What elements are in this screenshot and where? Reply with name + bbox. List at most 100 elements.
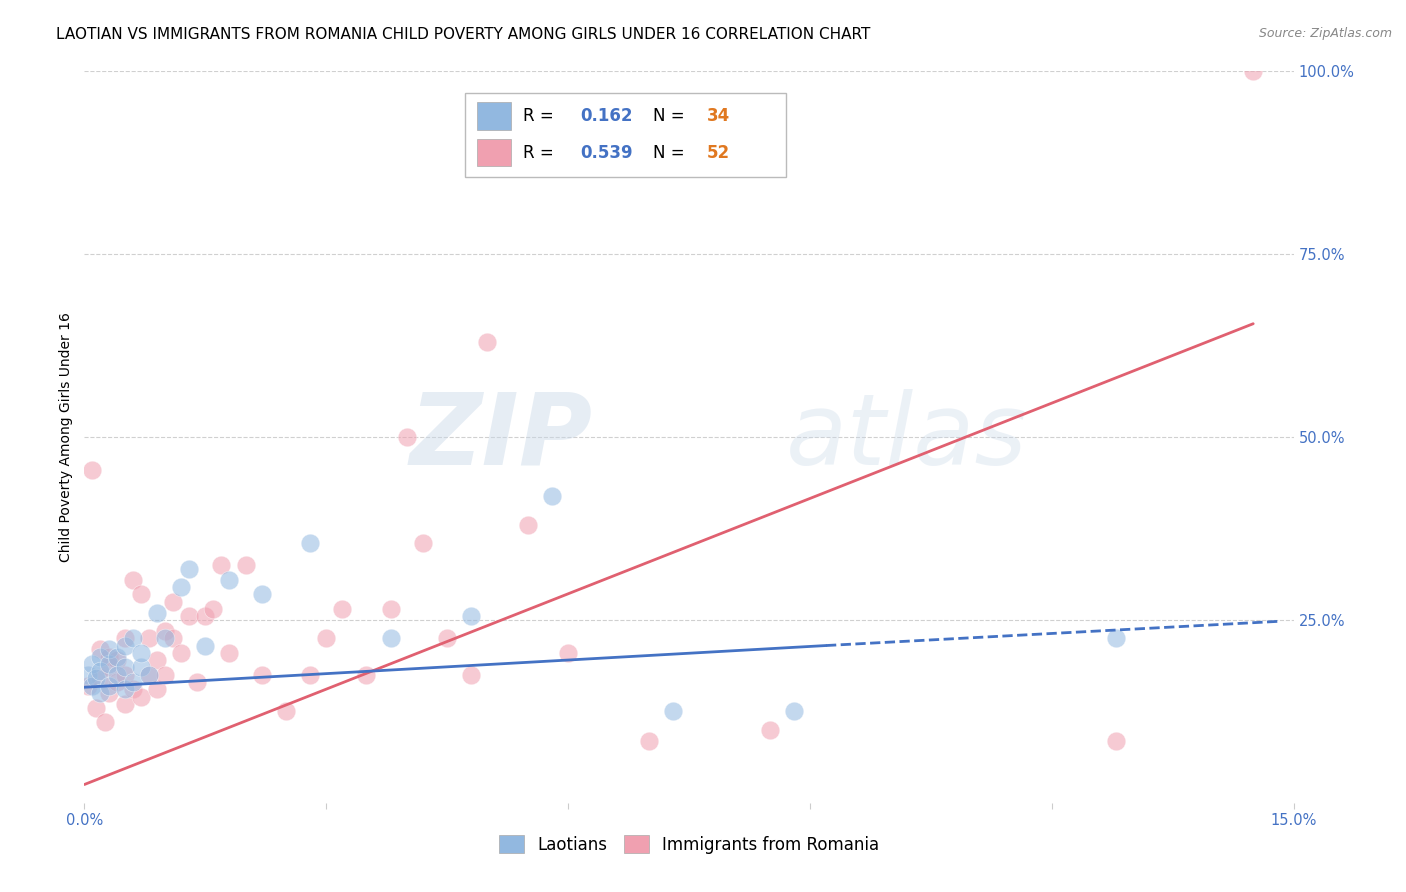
Point	[138, 632, 160, 646]
Point	[146, 606, 169, 620]
Point	[235, 558, 257, 573]
Point	[114, 632, 136, 646]
Bar	[478, 138, 512, 167]
Point	[380, 632, 402, 646]
Point	[179, 562, 201, 576]
Point	[170, 646, 193, 660]
Point	[1105, 632, 1128, 646]
Point	[274, 705, 297, 719]
Text: 34: 34	[707, 107, 730, 125]
Point	[121, 675, 143, 690]
Point	[129, 690, 152, 704]
Point	[89, 686, 111, 700]
Point	[89, 664, 111, 678]
Point	[299, 536, 322, 550]
Point	[89, 672, 111, 686]
Point	[194, 639, 217, 653]
Point	[162, 594, 184, 608]
Point	[97, 686, 120, 700]
Point	[250, 667, 273, 681]
Point	[97, 649, 120, 664]
Point	[97, 642, 120, 657]
Point	[218, 573, 240, 587]
Point	[153, 632, 176, 646]
Bar	[478, 102, 512, 130]
Text: 0.539: 0.539	[581, 144, 633, 161]
Point	[1105, 733, 1128, 747]
Point	[129, 587, 152, 601]
Text: N =: N =	[652, 144, 689, 161]
Point	[97, 679, 120, 693]
Point	[129, 646, 152, 660]
Point	[783, 705, 806, 719]
Point	[121, 573, 143, 587]
Point	[82, 679, 104, 693]
Point	[218, 646, 240, 660]
Point	[186, 675, 208, 690]
Point	[460, 609, 482, 624]
Point	[146, 682, 169, 697]
Point	[315, 632, 337, 646]
Point	[114, 639, 136, 653]
Point	[662, 705, 685, 719]
Point	[105, 653, 128, 667]
Point	[170, 580, 193, 594]
Legend: Laotians, Immigrants from Romania: Laotians, Immigrants from Romania	[492, 829, 886, 860]
Point	[89, 649, 111, 664]
Point	[477, 334, 499, 349]
Point	[114, 667, 136, 681]
Text: 0.162: 0.162	[581, 107, 633, 125]
Point	[86, 700, 108, 714]
Point	[97, 657, 120, 671]
Text: ZIP: ZIP	[409, 389, 592, 485]
Point	[412, 536, 434, 550]
Point	[82, 657, 104, 671]
Point	[129, 660, 152, 674]
Text: R =: R =	[523, 107, 560, 125]
Point	[460, 667, 482, 681]
Point	[541, 489, 564, 503]
Point	[436, 632, 458, 646]
FancyBboxPatch shape	[465, 94, 786, 178]
Point	[121, 632, 143, 646]
Point	[299, 667, 322, 681]
Point	[250, 587, 273, 601]
Point	[557, 646, 579, 660]
Text: Source: ZipAtlas.com: Source: ZipAtlas.com	[1258, 27, 1392, 40]
Point	[179, 609, 201, 624]
Point	[105, 649, 128, 664]
Point	[153, 667, 176, 681]
Point	[77, 667, 100, 681]
Point	[138, 667, 160, 681]
Point	[516, 517, 538, 532]
Point	[758, 723, 780, 737]
Point	[121, 682, 143, 697]
Point	[114, 660, 136, 674]
Text: R =: R =	[523, 144, 560, 161]
Text: atlas: atlas	[786, 389, 1028, 485]
Text: LAOTIAN VS IMMIGRANTS FROM ROMANIA CHILD POVERTY AMONG GIRLS UNDER 16 CORRELATIO: LAOTIAN VS IMMIGRANTS FROM ROMANIA CHILD…	[56, 27, 870, 42]
Point	[380, 602, 402, 616]
Point	[86, 672, 108, 686]
Point	[146, 653, 169, 667]
Point	[637, 733, 659, 747]
Point	[330, 602, 353, 616]
Point	[162, 632, 184, 646]
Point	[209, 558, 232, 573]
Point	[97, 660, 120, 674]
Point	[89, 642, 111, 657]
Text: N =: N =	[652, 107, 689, 125]
Point	[395, 430, 418, 444]
Point	[93, 715, 115, 730]
Point	[194, 609, 217, 624]
Point	[114, 697, 136, 711]
Point	[153, 624, 176, 638]
Point	[138, 667, 160, 681]
Point	[202, 602, 225, 616]
Text: 52: 52	[707, 144, 730, 161]
Y-axis label: Child Poverty Among Girls Under 16: Child Poverty Among Girls Under 16	[59, 312, 73, 562]
Point	[77, 679, 100, 693]
Point	[105, 667, 128, 681]
Point	[82, 463, 104, 477]
Point	[105, 675, 128, 690]
